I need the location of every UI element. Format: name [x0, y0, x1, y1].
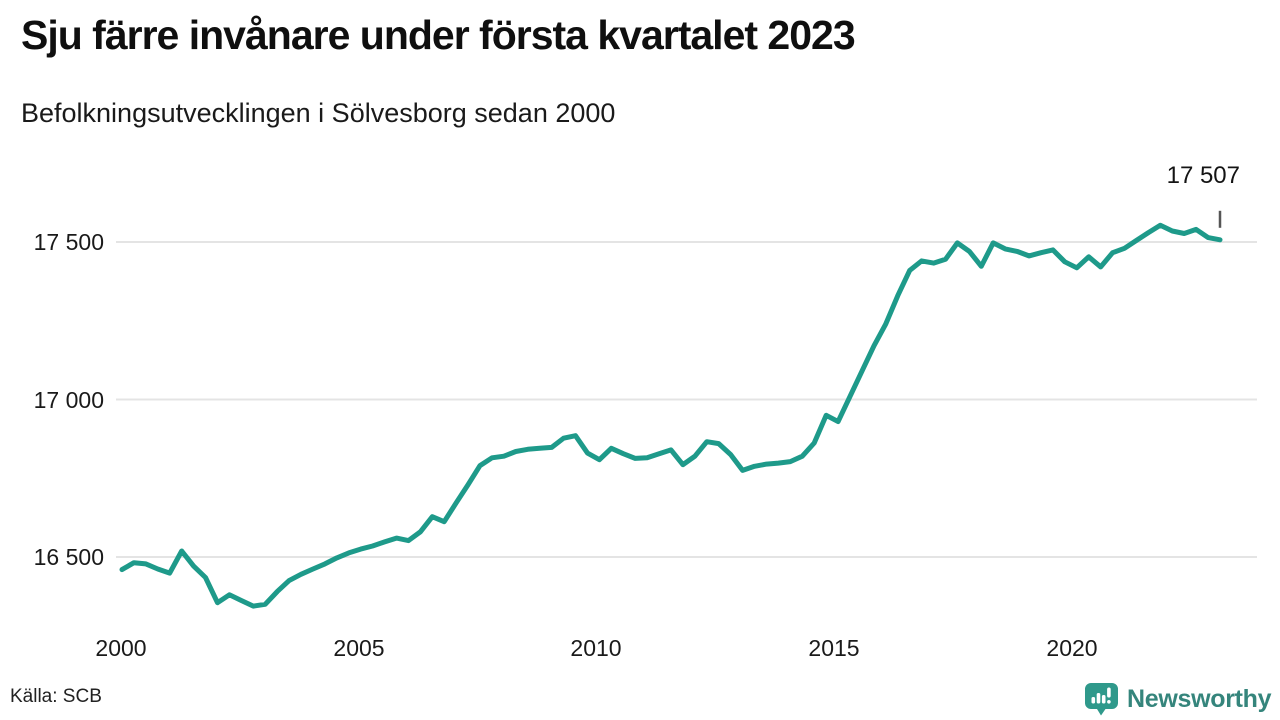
- y-axis-tick-17500: 17 500: [33, 229, 104, 255]
- x-axis-tick-2015: 2015: [808, 635, 860, 661]
- trend-line: [119, 222, 1223, 609]
- map-pin-bubble-shape: [1085, 683, 1118, 716]
- x-axis-tick-2000: 2000: [95, 635, 147, 661]
- y-axis-tick-16500: 16 500: [33, 544, 104, 570]
- bar-1: [1091, 697, 1096, 704]
- x-axis-tick-2020: 2020: [1046, 635, 1098, 661]
- x-axis-tick-2010: 2010: [570, 635, 622, 661]
- page-title: Sju färre invånare under första kvartale…: [21, 12, 856, 58]
- exclamation-stem: [1107, 687, 1111, 698]
- newsworthy-logo: Newsworthy: [1084, 682, 1272, 716]
- last-value-annotation: 17 507: [1166, 162, 1240, 189]
- bar-2: [1096, 693, 1101, 704]
- bar-3: [1101, 695, 1106, 704]
- exclamation-dot: [1107, 700, 1111, 704]
- source-note: Källa: SCB: [10, 686, 102, 707]
- newsworthy-brand-icon: [1085, 683, 1118, 716]
- chart-subtitle: Befolkningsutvecklingen i Sölvesborg sed…: [21, 98, 616, 128]
- x-axis-tick-2005: 2005: [333, 635, 385, 661]
- newsworthy-wordmark: Newsworthy: [1127, 684, 1272, 713]
- y-axis-tick-17000: 17 000: [33, 387, 104, 413]
